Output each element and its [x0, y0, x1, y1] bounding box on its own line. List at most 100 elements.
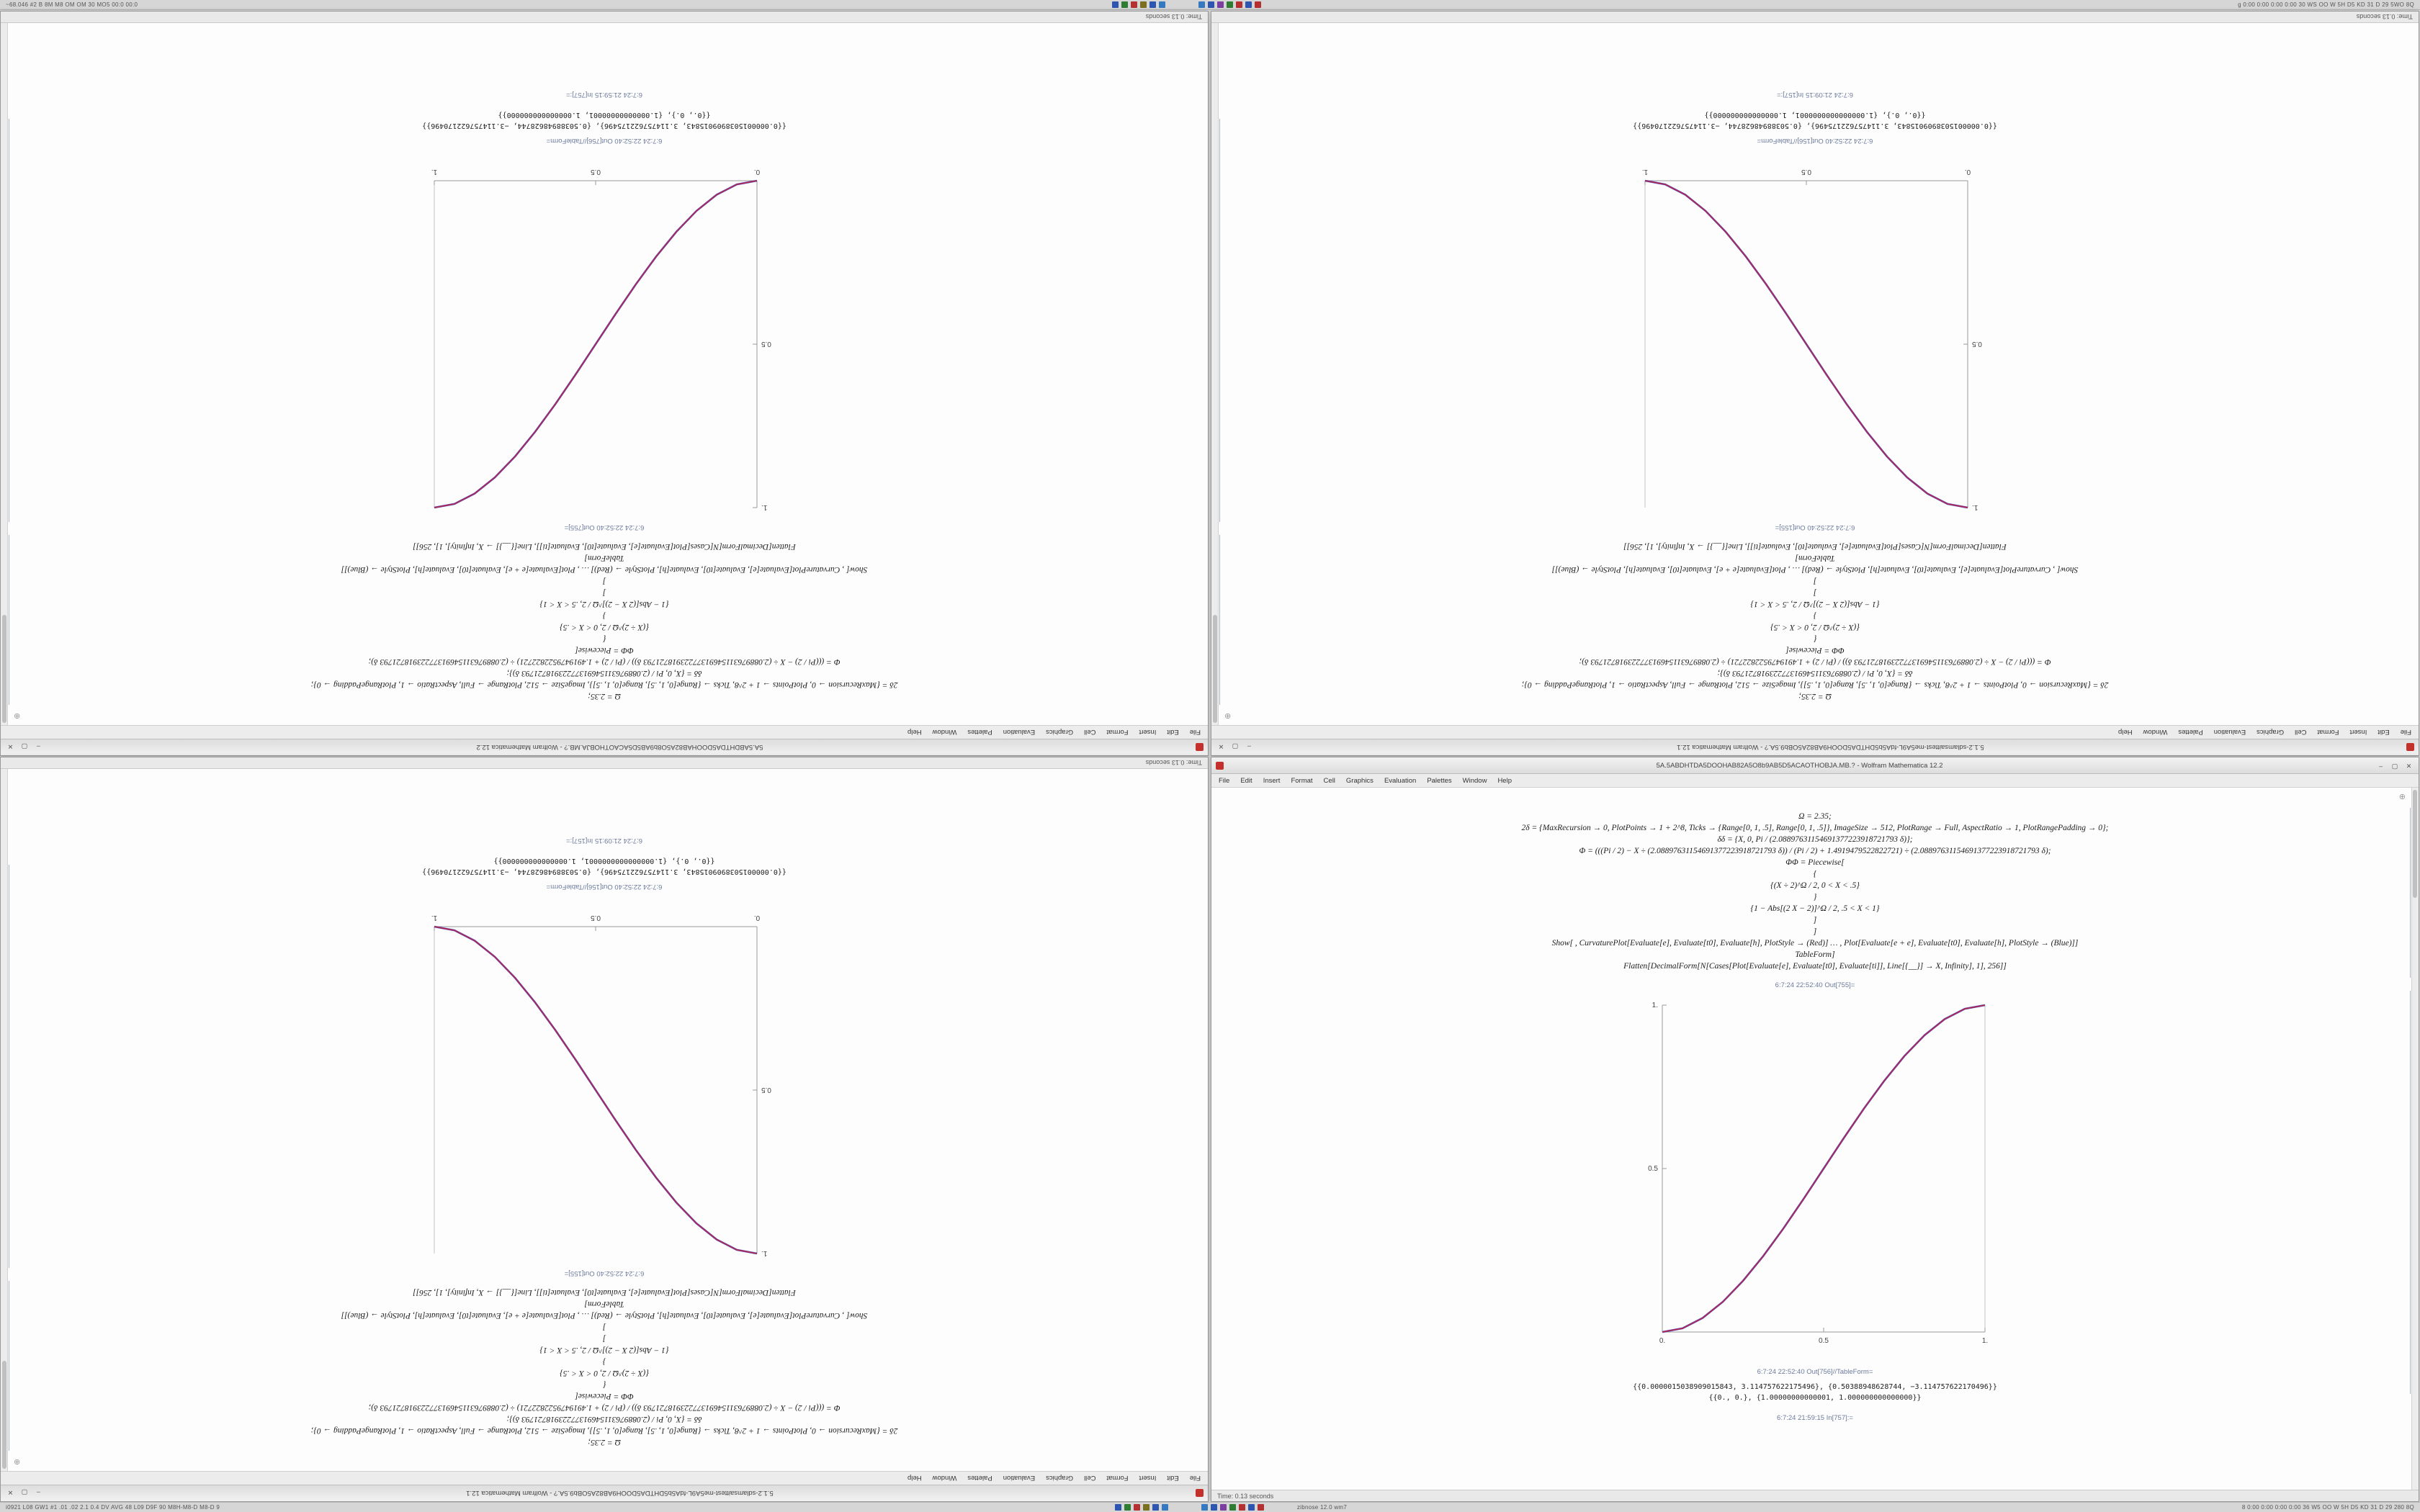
menu-item[interactable]: Cell [1084, 1474, 1096, 1482]
taskbar-app-icon[interactable] [1124, 1504, 1131, 1511]
input-cell-line[interactable]: ] [1813, 927, 1817, 936]
taskbar-app-icon[interactable] [1245, 1, 1252, 8]
menu-item[interactable]: Palettes [2178, 728, 2203, 737]
notebook-corner-icon[interactable]: ⊕ [14, 711, 21, 720]
menu-item[interactable]: Insert [1263, 776, 1281, 785]
close-button[interactable]: ✕ [1218, 743, 1224, 750]
input-cell-line[interactable]: TableForm] [1795, 554, 1835, 562]
menu-item[interactable]: Window [1462, 776, 1487, 785]
input-cell-line[interactable]: Φ = (((Pi / 2) − X ÷ (2.0889763115469137… [368, 657, 841, 666]
menu-item[interactable]: Insert [1139, 1474, 1157, 1482]
input-cell-line[interactable]: {(X ÷ 2)^Ω / 2, 0 < X < .5} [560, 623, 649, 631]
result-line[interactable]: {{0., 0.}, {1.0000000000000001, 1.000000… [1704, 111, 1926, 119]
close-button[interactable]: ✕ [2406, 762, 2412, 770]
scrollbar-thumb[interactable] [2, 615, 6, 723]
maximize-button[interactable]: ▢ [2391, 762, 2398, 770]
menu-item[interactable]: Palettes [967, 728, 992, 737]
menu-item[interactable]: Insert [2349, 728, 2367, 737]
input-cell-line[interactable]: Φ = (((Pi / 2) − X ÷ (2.0889763115469137… [368, 1403, 841, 1412]
scrollbar[interactable] [2411, 788, 2419, 1490]
result-line[interactable]: {{0.0000015038909015843, 3.1147576221754… [1633, 1383, 1997, 1391]
minimize-button[interactable]: – [36, 1489, 40, 1496]
menu-item[interactable]: Window [2143, 728, 2168, 737]
menu-item[interactable]: File [2400, 728, 2411, 737]
menu-item[interactable]: Cell [1084, 728, 1096, 737]
input-cell-line[interactable]: {(X ÷ 2)^Ω / 2, 0 < X < .5} [560, 1369, 649, 1377]
input-cell-line[interactable]: { [602, 1380, 606, 1389]
result-line[interactable]: {{0.0000015038909015843, 3.1147576221754… [1633, 122, 1997, 130]
menu-item[interactable]: Window [932, 728, 957, 737]
taskbar-app-icon[interactable] [1219, 1504, 1227, 1511]
menu-item[interactable]: Graphics [1046, 728, 1074, 737]
menu-item[interactable]: Palettes [967, 1474, 992, 1482]
input-cell-line[interactable]: Flatten[DecimalForm[N[Cases[Plot[Evaluat… [1623, 962, 2007, 971]
notebook-corner-icon[interactable]: ⊕ [1224, 711, 1232, 720]
input-cell-line[interactable]: ] [1813, 588, 1817, 597]
menu-item[interactable]: Evaluation [1003, 728, 1036, 737]
input-cell-line[interactable]: Ω = 2.35; [1798, 692, 1832, 701]
input-cell-line[interactable]: Show[ , CurvaturePlot[Evaluate[e], Evalu… [1551, 565, 2079, 574]
input-cell-line[interactable]: Flatten[DecimalForm[N[Cases[Plot[Evaluat… [413, 1288, 796, 1297]
notebook-content[interactable]: ⊕ Ω = 2.35; 2δ = {MaxRecursion → 0, PlotP… [1211, 23, 2419, 725]
minimize-button[interactable]: – [1247, 743, 1251, 750]
input-cell-line[interactable]: 2δ = {MaxRecursion → 0, PlotPoints → 1 +… [1521, 824, 2109, 832]
menu-item[interactable]: Graphics [2257, 728, 2285, 737]
input-cell-line[interactable]: {1 − Abs[(2 X − 2)]^Ω / 2, .5 < X < 1} [1750, 904, 1880, 913]
output-plot[interactable]: 0. 0.5 1. 0.5 1. [424, 904, 784, 1264]
input-cell-line[interactable]: 2δ = {MaxRecursion → 0, PlotPoints → 1 +… [1521, 680, 2109, 689]
menu-item[interactable]: File [1189, 728, 1201, 737]
notebook-content[interactable]: ⊕ Ω = 2.35; 2δ = {MaxRecursion → 0, PlotP… [1, 23, 1208, 725]
menu-item[interactable]: Insert [1139, 728, 1157, 737]
output-plot[interactable]: 0. 0.5 1. 0.5 1. [1635, 995, 1995, 1355]
result-line[interactable]: {{0.0000015038909015843, 3.1147576221754… [422, 868, 786, 876]
input-cell-line[interactable]: ] [1813, 577, 1817, 585]
taskbar-app-icon[interactable] [1142, 1504, 1150, 1511]
taskbar-app-icon[interactable] [1111, 1, 1119, 8]
input-cell-line[interactable]: Ω = 2.35; [1798, 812, 1832, 821]
input-cell-line[interactable]: ] [1813, 916, 1817, 924]
maximize-button[interactable]: ▢ [1232, 743, 1239, 750]
cell-bracket[interactable] [2410, 991, 2411, 1394]
scrollbar[interactable] [1, 769, 8, 1471]
taskbar-app-icon[interactable] [1201, 1504, 1208, 1511]
close-button[interactable]: ✕ [7, 1489, 14, 1496]
input-cell-line[interactable]: { [1813, 634, 1817, 643]
taskbar-app-icon[interactable] [1158, 1, 1165, 8]
taskbar-app-icon[interactable] [1130, 1, 1137, 8]
input-cell-line[interactable]: } [1813, 611, 1817, 620]
output-plot[interactable]: 0. 0.5 1. 0.5 1. [424, 158, 784, 518]
input-cell-line[interactable]: {1 − Abs[(2 X − 2)]^Ω / 2, .5 < X < 1} [1750, 600, 1880, 608]
menu-item[interactable]: Format [1106, 1474, 1129, 1482]
input-cell-line[interactable]: Φ = (((Pi / 2) − X ÷ (2.0889763115469137… [1579, 847, 2051, 855]
maximize-button[interactable]: ▢ [21, 1489, 28, 1496]
notebook-corner-icon[interactable]: ⊕ [14, 1457, 21, 1466]
taskbar-app-icon[interactable] [1149, 1, 1156, 8]
input-cell-line[interactable]: Show[ , CurvaturePlot[Evaluate[e], Evalu… [341, 1311, 868, 1320]
input-cell-line[interactable]: ΦΦ = Piecewise[ [575, 1392, 634, 1400]
input-cell-line[interactable]: ΦΦ = Piecewise[ [1785, 646, 1845, 654]
input-cell-line[interactable]: TableForm] [584, 554, 624, 562]
menu-item[interactable]: Format [1106, 728, 1129, 737]
taskbar-app-icon[interactable] [1229, 1504, 1236, 1511]
menu-item[interactable]: Format [2317, 728, 2339, 737]
input-cell-line[interactable]: Show[ , CurvaturePlot[Evaluate[e], Evalu… [341, 565, 868, 574]
input-cell-line[interactable]: 2δ = {MaxRecursion → 0, PlotPoints → 1 +… [310, 680, 898, 689]
input-cell-line[interactable]: ] [602, 1334, 606, 1343]
scrollbar-thumb[interactable] [2413, 790, 2417, 898]
input-cell-line[interactable]: δδ = {X, 0, Pi / (2.08897631154691377223… [506, 669, 702, 678]
taskbar-app-icon[interactable] [1152, 1504, 1159, 1511]
result-line[interactable]: {{0., 0.}, {1.00000000000001, 1.00000000… [498, 111, 711, 119]
notebook-content[interactable]: ⊕ Ω = 2.35; 2δ = {MaxRecursion → 0, PlotP… [1, 769, 1208, 1471]
window-titlebar[interactable]: 5A.5ABDHTDA5DOOHAB82A5O8b9AB5D5ACAOTHOBJ… [1211, 757, 2419, 774]
taskbar-app-icon[interactable] [1226, 1, 1233, 8]
input-cell-line[interactable]: 2δ = {MaxRecursion → 0, PlotPoints → 1 +… [310, 1426, 898, 1435]
input-cell-line[interactable]: { [1813, 870, 1817, 878]
scrollbar-thumb[interactable] [1213, 615, 1217, 723]
cell-bracket[interactable] [2410, 808, 2411, 978]
result-line[interactable]: {{0., 0.}, {1.0000000000000001, 1.000000… [493, 857, 715, 865]
taskbar-app-icon[interactable] [1257, 1504, 1264, 1511]
taskbar-app-icon[interactable] [1161, 1504, 1168, 1511]
input-cell-line[interactable]: TableForm] [1795, 950, 1835, 959]
notebook-corner-icon[interactable]: ⊕ [2398, 793, 2406, 801]
menu-item[interactable]: Palettes [1427, 776, 1452, 785]
